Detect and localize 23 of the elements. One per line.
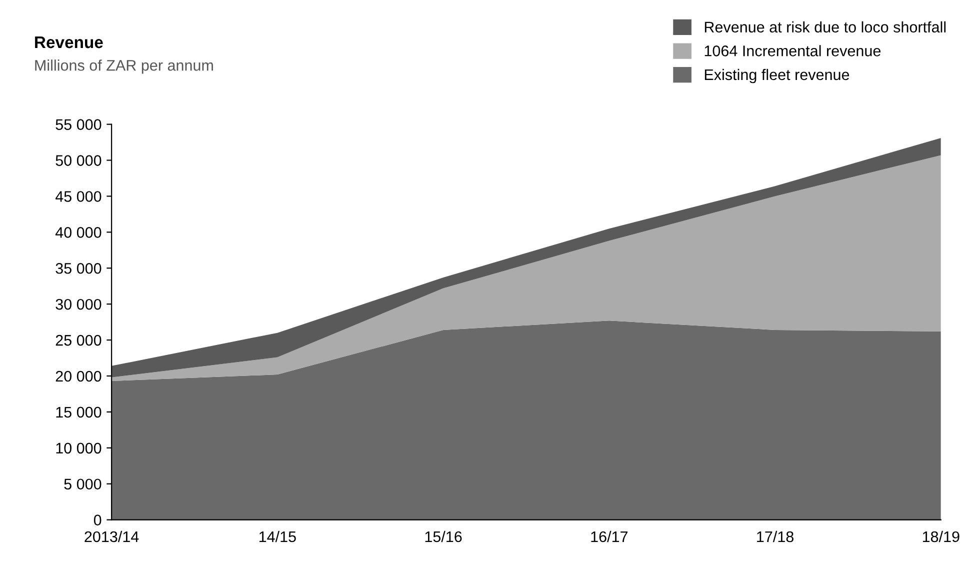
legend-label: Existing fleet revenue: [704, 68, 850, 84]
x-tick-label: 2013/14: [84, 530, 139, 542]
chart-title: Revenue: [35, 36, 103, 48]
y-tick-label: 15 000: [56, 406, 102, 418]
x-tick-label: 15/16: [425, 530, 462, 542]
x-tick-label: 16/17: [591, 530, 628, 542]
y-tick-label: 0: [94, 514, 102, 526]
y-tick-label: 45 000: [55, 191, 102, 202]
y-tick-label: 25 000: [56, 334, 102, 346]
y-tick-label: 35 000: [56, 262, 102, 274]
y-tick-label: 5 000: [64, 478, 102, 490]
legend-label: Revenue at risk due to loco shortfall: [704, 21, 946, 33]
y-tick-label: 30 000: [56, 298, 102, 310]
chart-subtitle: Millions of ZAR per annum: [35, 60, 213, 74]
y-tick-label: 10 000: [56, 442, 102, 454]
x-tick-label: 14/15: [259, 530, 296, 542]
x-tick-label: 17/18: [757, 530, 794, 542]
legend-label: 1064 Incremental revenue: [704, 45, 881, 56]
y-tick-label: 40 000: [55, 227, 102, 238]
y-tick-label: 20 000: [56, 370, 102, 382]
y-tick-label: 55 000: [56, 119, 102, 130]
y-tick-label: 50 000: [56, 155, 102, 166]
x-tick-label: 18/19: [922, 530, 960, 542]
